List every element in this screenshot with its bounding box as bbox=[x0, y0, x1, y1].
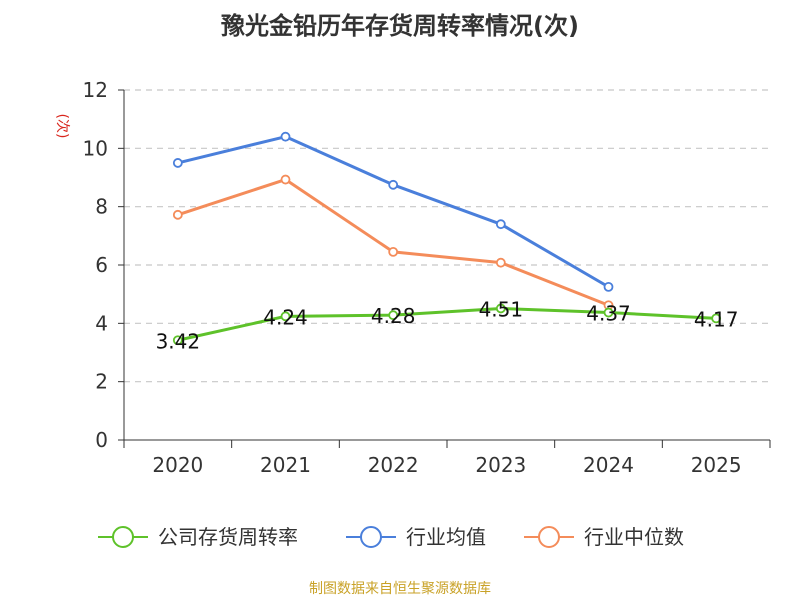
data-label: 4.28 bbox=[371, 304, 416, 328]
y-tick-label: 0 bbox=[95, 428, 108, 452]
legend-marker bbox=[538, 526, 560, 548]
company-point bbox=[495, 303, 506, 314]
x-tick-label: 2025 bbox=[691, 453, 742, 477]
x-tick-label: 2023 bbox=[475, 453, 526, 477]
industry_avg-point bbox=[603, 281, 614, 292]
industry_avg-point bbox=[495, 219, 506, 230]
x-tick-label: 2024 bbox=[583, 453, 634, 477]
company-point bbox=[280, 311, 291, 322]
industry_median-point bbox=[388, 246, 399, 257]
legend-label: 公司存货周转率 bbox=[158, 525, 298, 549]
y-tick-label: 6 bbox=[95, 253, 108, 277]
data-label: 4.37 bbox=[586, 302, 631, 326]
source-note: 制图数据来自恒生聚源数据库 bbox=[309, 581, 491, 597]
x-tick-label: 2020 bbox=[152, 453, 203, 477]
industry_median-point bbox=[172, 209, 183, 220]
data-label: 4.51 bbox=[479, 297, 524, 321]
company-point bbox=[711, 313, 722, 324]
data-label: 4.24 bbox=[263, 305, 308, 329]
legend-label: 行业中位数 bbox=[584, 525, 684, 549]
y-tick-label: 12 bbox=[83, 78, 108, 102]
legend-marker bbox=[360, 526, 382, 548]
x-tick-label: 2022 bbox=[368, 453, 419, 477]
legend-label: 行业均值 bbox=[406, 525, 486, 549]
industry_avg-point bbox=[172, 158, 183, 168]
company-point bbox=[172, 335, 183, 346]
grid-lines bbox=[124, 89, 770, 383]
data-labels: 3.42 4.24 4.28 4.51 4.37 4.17 bbox=[156, 297, 739, 353]
legend-item-industry_avg: 行业均值 bbox=[346, 525, 486, 549]
company-point bbox=[603, 307, 614, 318]
y-axis-unit: (次) bbox=[54, 114, 70, 139]
chart-title: 豫光金铅历年存货周转率情况(次) bbox=[221, 12, 579, 40]
industry_avg-point bbox=[280, 131, 291, 142]
industry_avg-line bbox=[177, 135, 610, 289]
industry_median-point bbox=[280, 174, 291, 185]
legend-item-industry_median: 行业中位数 bbox=[524, 525, 684, 549]
industry_avg-point bbox=[388, 179, 399, 190]
company-point bbox=[388, 310, 399, 321]
data-label: 3.42 bbox=[156, 329, 201, 353]
company-line bbox=[177, 306, 717, 342]
y-tick-label: 4 bbox=[95, 311, 108, 335]
industry_median-line bbox=[177, 178, 610, 307]
industry_median-point bbox=[495, 257, 506, 268]
y-tick-label: 10 bbox=[83, 136, 108, 160]
axes: 0 2 4 6 8 10 12 (次) 2020 2021 2022 2023 2024 2025 bbox=[54, 78, 771, 477]
legend-marker bbox=[112, 526, 134, 548]
legend: 公司存货周转率 行业均值 行业中位数 bbox=[98, 525, 684, 549]
legend-item-company: 公司存货周转率 bbox=[98, 525, 298, 549]
y-tick-label: 8 bbox=[95, 195, 108, 219]
data-label: 4.17 bbox=[694, 307, 739, 331]
series-lines bbox=[172, 131, 722, 346]
y-tick-label: 2 bbox=[95, 370, 108, 394]
x-tick-label: 2021 bbox=[260, 453, 311, 477]
